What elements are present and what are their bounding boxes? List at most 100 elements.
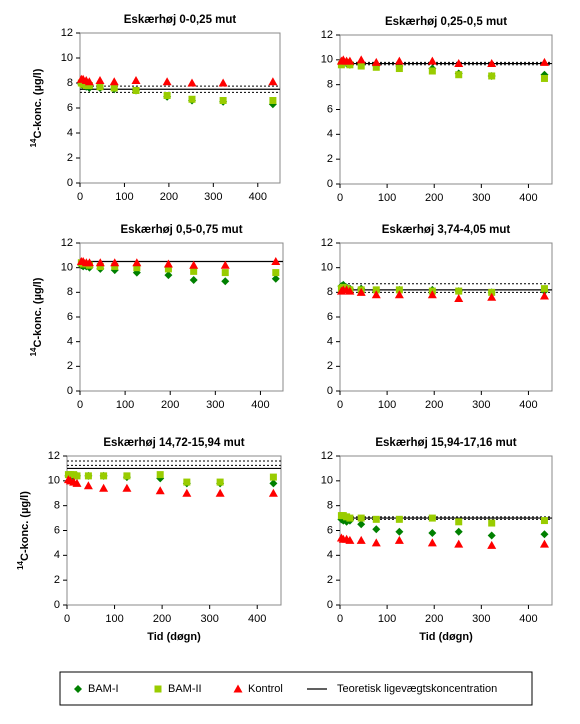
marker-diamond — [454, 527, 463, 536]
marker-square — [455, 518, 463, 526]
x-tick-label: 100 — [378, 613, 396, 625]
marker-triangle — [99, 483, 109, 492]
marker-square — [154, 685, 162, 693]
x-tick-label: 200 — [160, 191, 178, 203]
y-tick-label: 2 — [327, 574, 333, 586]
x-tick-label: 300 — [206, 399, 224, 411]
legend-label: Kontrol — [248, 683, 283, 695]
marker-triangle — [539, 539, 549, 548]
y-tick-label: 2 — [327, 153, 333, 165]
marker-diamond — [487, 531, 496, 540]
y-tick-label: 8 — [67, 286, 73, 298]
y-axis-label-sup: 14 — [16, 560, 25, 569]
y-tick-label: 8 — [327, 286, 333, 298]
x-axis-label: Tid (døgn) — [147, 631, 201, 643]
marker-square — [163, 92, 171, 99]
marker-triangle — [356, 287, 366, 296]
marker-square — [96, 83, 104, 91]
marker-square — [221, 269, 229, 277]
marker-triangle — [539, 57, 549, 66]
y-tick-label: 10 — [48, 475, 60, 487]
marker-square — [219, 97, 227, 104]
marker-triangle — [110, 258, 120, 267]
marker-triangle — [122, 483, 132, 492]
marker-square — [428, 67, 436, 75]
marker-triangle — [220, 260, 230, 269]
marker-triangle — [182, 488, 192, 497]
chart-title: Eskærhøj 15,94-17,16 mut — [375, 437, 516, 449]
marker-square — [73, 472, 81, 480]
legend-label: Teoretisk ligevægtskoncentration — [337, 683, 497, 695]
x-tick-label: 100 — [105, 613, 123, 625]
x-tick-label: 300 — [204, 191, 222, 203]
chart-title: Eskærhøj 0-0,25 mut — [124, 14, 237, 26]
marker-triangle — [487, 59, 497, 68]
marker-triangle — [271, 257, 281, 265]
marker-triangle — [487, 292, 497, 301]
y-tick-label: 10 — [61, 262, 73, 274]
marker-triangle — [95, 76, 105, 84]
y-tick-label: 4 — [67, 336, 73, 348]
x-tick-label: 200 — [161, 399, 179, 411]
marker-square — [164, 265, 172, 273]
marker-triangle — [109, 77, 119, 86]
marker-square — [216, 478, 224, 486]
x-tick-label: 300 — [472, 192, 490, 204]
marker-square — [372, 63, 380, 71]
marker-square — [96, 262, 104, 270]
x-tick-label: 300 — [472, 399, 490, 411]
marker-square — [395, 286, 403, 294]
x-tick-label: 0 — [77, 399, 83, 411]
marker-triangle — [163, 259, 173, 268]
y-tick-label: 0 — [327, 385, 333, 397]
y-tick-label: 12 — [321, 29, 333, 41]
marker-diamond — [189, 276, 198, 284]
x-axis-label: Tid (døgn) — [419, 631, 473, 643]
y-tick-label: 12 — [321, 237, 333, 249]
x-tick-label: 100 — [378, 399, 396, 411]
marker-triangle — [268, 488, 278, 497]
marker-triangle — [215, 488, 225, 497]
y-tick-label: 4 — [327, 336, 333, 348]
marker-triangle — [454, 539, 464, 548]
y-tick-label: 6 — [54, 524, 60, 536]
marker-triangle — [487, 540, 497, 549]
marker-triangle — [371, 290, 381, 299]
marker-triangle — [427, 56, 437, 65]
plot-area — [66, 455, 282, 606]
x-tick-label: 300 — [472, 613, 490, 625]
marker-triangle — [539, 291, 549, 300]
marker-triangle — [72, 478, 82, 487]
y-tick-label: 4 — [54, 549, 60, 561]
marker-square — [395, 515, 403, 523]
marker-square — [346, 514, 354, 522]
plot-area — [79, 242, 284, 392]
x-tick-label: 0 — [337, 192, 343, 204]
chart-title: Eskærhøj 14,72-15,94 mut — [103, 437, 244, 449]
y-tick-label: 8 — [67, 77, 73, 89]
marker-triangle — [187, 78, 197, 87]
marker-square — [156, 471, 164, 479]
y-tick-label: 6 — [67, 102, 73, 114]
chart-title: Eskærhøj 0,25-0,5 mut — [385, 16, 507, 28]
marker-triangle — [131, 76, 141, 84]
marker-triangle — [427, 290, 437, 299]
marker-triangle — [356, 55, 366, 64]
marker-triangle — [345, 286, 355, 295]
marker-triangle — [132, 258, 142, 267]
y-tick-label: 12 — [48, 450, 60, 462]
x-tick-label: 100 — [116, 399, 134, 411]
legend-label: BAM-II — [168, 683, 202, 695]
y-axis-label-sup: 14 — [29, 138, 38, 147]
legend-box — [59, 671, 533, 706]
x-tick-label: 200 — [425, 613, 443, 625]
x-tick-label: 0 — [337, 399, 343, 411]
marker-triangle — [371, 538, 381, 547]
marker-square — [372, 286, 380, 294]
y-tick-label: 12 — [321, 450, 333, 462]
x-tick-label: 0 — [64, 613, 70, 625]
y-axis-label-text: C-konc. (µg/l) — [32, 68, 44, 138]
y-tick-label: 0 — [67, 177, 73, 189]
marker-triangle — [189, 260, 199, 269]
